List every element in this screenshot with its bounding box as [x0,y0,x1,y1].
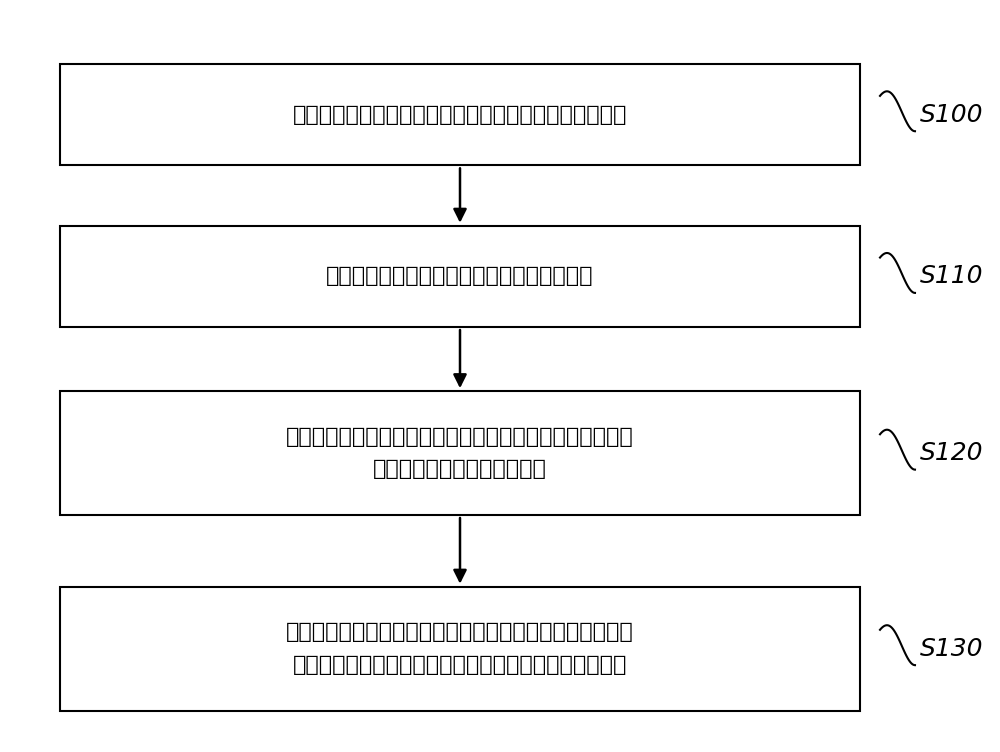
Text: S100: S100 [920,103,984,126]
Text: S110: S110 [920,265,984,288]
Bar [60,587,860,711]
Text: S120: S120 [920,441,984,465]
Text: 根据单位体积水雾化所吸收的热量与空调制冷降低相应热量
所消耗能源之间的比例关系，计算水量雾化所节省的能耗: 根据单位体积水雾化所吸收的热量与空调制冷降低相应热量 所消耗能源之间的比例关系，… [286,622,634,675]
Text: 比较水位信息与历史水位信息得到水位变化量: 比较水位信息与历史水位信息得到水位变化量 [326,266,594,287]
Bar [60,226,860,327]
Bar [60,391,860,515]
Bar [60,64,860,165]
Text: S130: S130 [920,637,984,660]
Text: 利用水位变化量以及水箱的尺寸信息计算雾化装置对水箱内
容纳水进行雾化所消耗的水量: 利用水位变化量以及水箱的尺寸信息计算雾化装置对水箱内 容纳水进行雾化所消耗的水量 [286,426,634,480]
Text: 获取所述液位传感器采集的所述水箱内容纳水的水位信息: 获取所述液位传感器采集的所述水箱内容纳水的水位信息 [293,105,627,125]
